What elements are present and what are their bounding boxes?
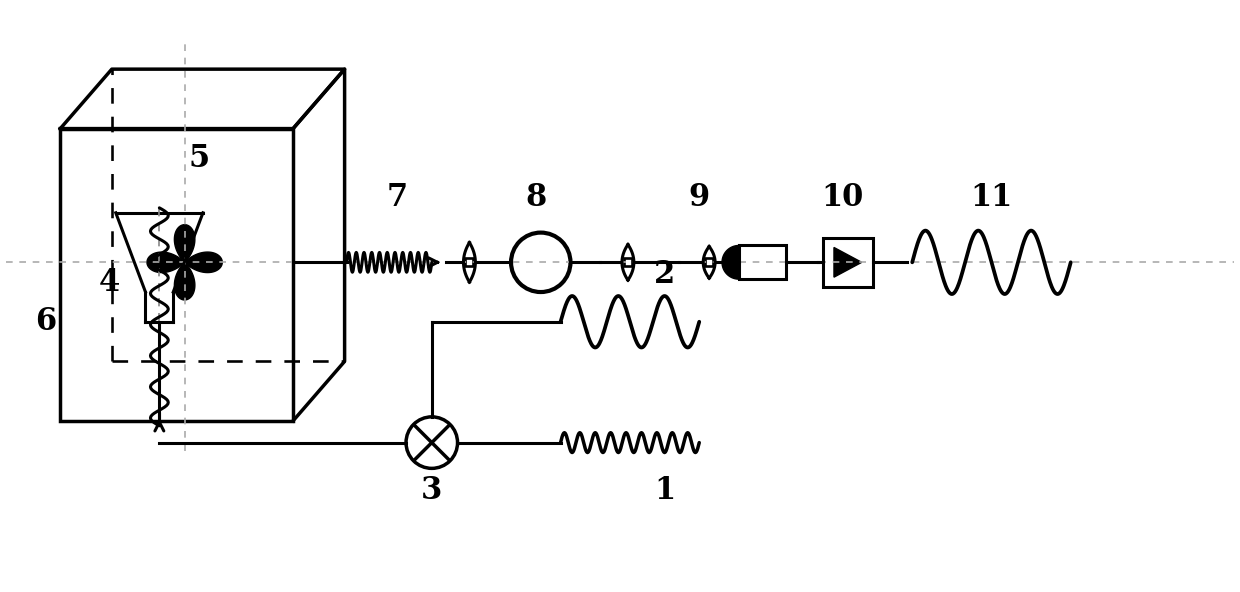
Text: 10: 10: [822, 182, 864, 214]
Circle shape: [511, 233, 570, 292]
Polygon shape: [148, 252, 185, 272]
Text: 11: 11: [971, 182, 1013, 214]
Polygon shape: [175, 225, 195, 262]
Bar: [706, 258, 713, 266]
Text: 1: 1: [653, 475, 675, 506]
Polygon shape: [722, 246, 739, 279]
Polygon shape: [835, 247, 862, 277]
Bar: [739, 246, 786, 279]
Text: 2: 2: [653, 259, 676, 289]
Text: 3: 3: [422, 475, 443, 506]
Text: 7: 7: [387, 182, 408, 214]
Text: 4: 4: [99, 266, 120, 298]
Text: 5: 5: [188, 143, 210, 174]
Text: 9: 9: [688, 182, 709, 214]
Text: 6: 6: [35, 306, 56, 337]
Bar: [624, 258, 632, 266]
Bar: [465, 258, 474, 266]
Text: 8: 8: [526, 182, 547, 214]
Bar: [823, 237, 873, 287]
Polygon shape: [185, 252, 222, 272]
Polygon shape: [175, 262, 195, 300]
